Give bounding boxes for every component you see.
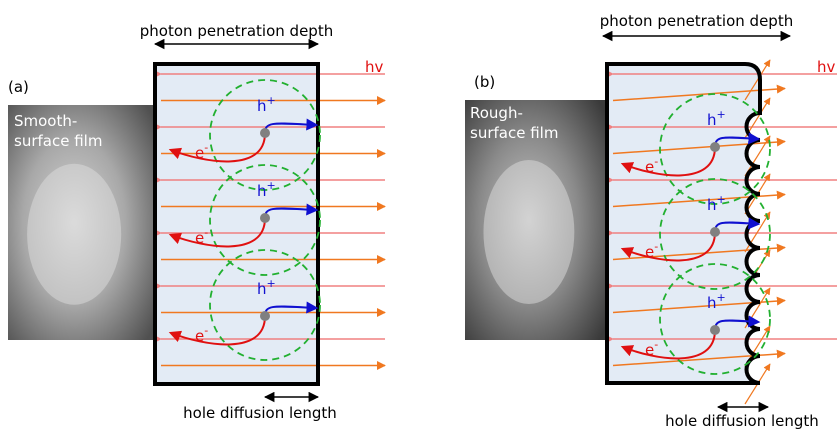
depth-label: photon penetration depth — [600, 12, 793, 30]
hole-label-sup: + — [717, 108, 726, 121]
hole-label-sup: + — [717, 291, 726, 304]
diffusion-label: hole diffusion length — [183, 404, 337, 422]
hole-label-sup: + — [267, 277, 276, 290]
electron-label-sup: - — [654, 240, 658, 253]
panel-label: (a) — [8, 78, 29, 96]
carrier-origin — [260, 128, 270, 138]
film-label: surface film — [470, 124, 558, 142]
carrier-origin — [710, 325, 720, 335]
panel-label: (b) — [474, 73, 495, 91]
electron-label-base: e — [195, 144, 204, 162]
electron-label-base: e — [195, 327, 204, 345]
hole-label-base: h — [257, 182, 267, 200]
carrier-origin — [260, 311, 270, 321]
carrier-origin — [710, 227, 720, 237]
film-label: Smooth- — [14, 112, 77, 130]
film-grain — [483, 160, 574, 304]
electron-label-sup: - — [204, 226, 208, 239]
electron-label-base: e — [645, 158, 654, 176]
hole-label-sup: + — [267, 179, 276, 192]
film-grain — [27, 164, 121, 305]
carrier-origin — [710, 142, 720, 152]
film-label: Rough- — [470, 104, 523, 122]
diffusion-label: hole diffusion length — [665, 412, 819, 430]
electron-label-base: e — [645, 243, 654, 261]
hole-label-sup: + — [267, 94, 276, 107]
electron-label-sup: - — [204, 324, 208, 337]
carrier-origin — [260, 213, 270, 223]
hole-label-base: h — [257, 280, 267, 298]
hole-label-base: h — [707, 196, 717, 214]
depth-label: photon penetration depth — [140, 22, 333, 40]
electron-label-base: e — [645, 341, 654, 359]
electron-label-sup: - — [654, 338, 658, 351]
hole-label-base: h — [707, 111, 717, 129]
hole-label-sup: + — [717, 193, 726, 206]
electron-label-sup: - — [654, 155, 658, 168]
light-label: hv — [365, 58, 384, 76]
hole-label-base: h — [707, 294, 717, 312]
diagram: Smooth-surface film(a)hvh+e-h+e-h+e-phot… — [0, 0, 837, 431]
electron-label-base: e — [195, 229, 204, 247]
film-label: surface film — [14, 132, 102, 150]
hole-label-base: h — [257, 97, 267, 115]
electron-label-sup: - — [204, 141, 208, 154]
light-label: hv — [817, 58, 836, 76]
